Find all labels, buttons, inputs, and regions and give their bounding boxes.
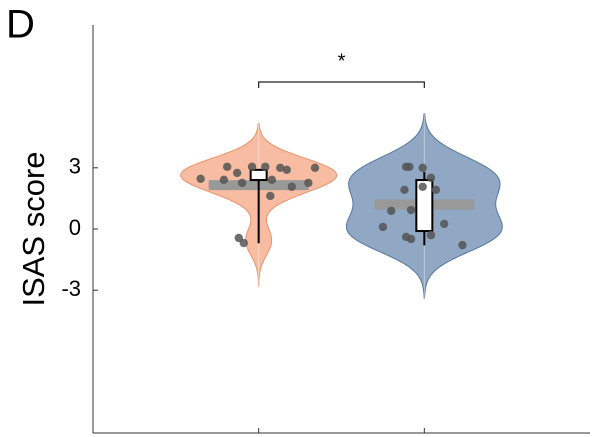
data-point: [387, 206, 396, 216]
significance-label: *: [338, 50, 346, 72]
data-point: [232, 168, 242, 178]
data-point: [406, 234, 416, 244]
y-tick-label: 3: [69, 154, 81, 179]
y-tick-label: 0: [69, 215, 81, 240]
data-point: [267, 175, 277, 185]
data-point: [261, 162, 270, 171]
data-point: [426, 230, 436, 240]
data-point: [282, 165, 292, 175]
data-point: [426, 173, 436, 182]
panel-label: D: [6, 3, 35, 47]
data-point: [222, 162, 232, 171]
data-point: [276, 163, 285, 172]
y-axis-label: ISAS score: [16, 151, 51, 306]
data-point: [304, 178, 313, 188]
data-point: [310, 163, 320, 172]
y-tick-label: -3: [61, 276, 81, 301]
data-point: [400, 185, 409, 195]
significance-bracket: [258, 81, 425, 88]
data-point: [458, 240, 467, 250]
data-point: [440, 219, 449, 229]
data-point: [237, 178, 247, 188]
data-point: [418, 182, 427, 191]
data-point: [196, 174, 205, 184]
data-point: [405, 162, 414, 171]
data-point: [239, 238, 248, 248]
data-point: [219, 175, 229, 185]
data-point: [418, 163, 427, 172]
data-point: [287, 182, 296, 191]
data-point: [378, 222, 388, 232]
data-point: [406, 205, 416, 215]
data-point: [266, 191, 275, 201]
box: [249, 168, 268, 182]
data-point: [247, 162, 257, 171]
box: [415, 179, 434, 233]
data-point: [431, 185, 441, 195]
